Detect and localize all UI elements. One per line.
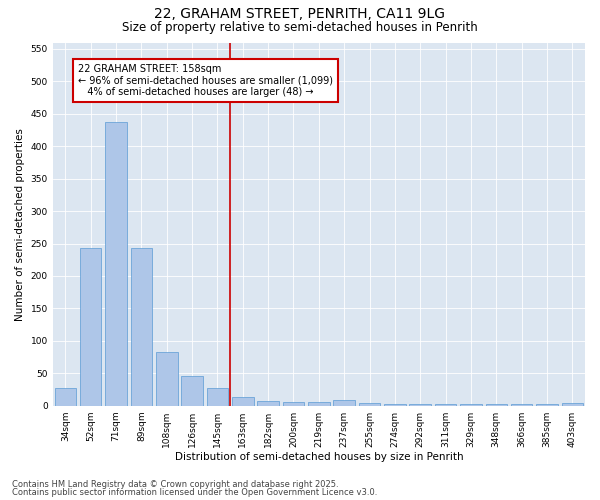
Bar <box>105 122 127 406</box>
Bar <box>257 400 279 406</box>
Bar <box>156 352 178 406</box>
Bar <box>562 403 583 406</box>
Bar <box>536 404 558 406</box>
Bar <box>283 402 304 406</box>
Text: Size of property relative to semi-detached houses in Penrith: Size of property relative to semi-detach… <box>122 21 478 34</box>
Bar <box>181 376 203 406</box>
Bar <box>206 388 228 406</box>
Bar <box>460 404 482 406</box>
Bar <box>485 404 507 406</box>
Bar <box>334 400 355 406</box>
Bar <box>232 398 254 406</box>
Bar <box>80 248 101 406</box>
X-axis label: Distribution of semi-detached houses by size in Penrith: Distribution of semi-detached houses by … <box>175 452 463 462</box>
Bar <box>308 402 329 406</box>
Text: 22, GRAHAM STREET, PENRITH, CA11 9LG: 22, GRAHAM STREET, PENRITH, CA11 9LG <box>155 8 445 22</box>
Bar <box>55 388 76 406</box>
Text: Contains public sector information licensed under the Open Government Licence v3: Contains public sector information licen… <box>12 488 377 497</box>
Text: Contains HM Land Registry data © Crown copyright and database right 2025.: Contains HM Land Registry data © Crown c… <box>12 480 338 489</box>
Bar <box>409 404 431 406</box>
Bar <box>359 403 380 406</box>
Bar <box>384 404 406 406</box>
Bar <box>511 404 532 406</box>
Text: 22 GRAHAM STREET: 158sqm
← 96% of semi-detached houses are smaller (1,099)
   4%: 22 GRAHAM STREET: 158sqm ← 96% of semi-d… <box>78 64 333 97</box>
Bar <box>435 404 457 406</box>
Y-axis label: Number of semi-detached properties: Number of semi-detached properties <box>15 128 25 320</box>
Bar <box>131 248 152 406</box>
